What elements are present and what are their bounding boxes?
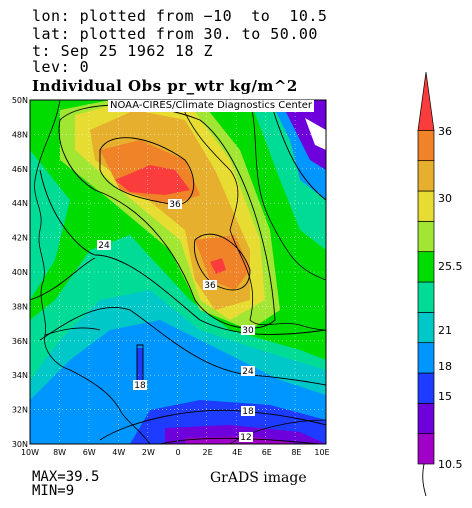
- colorbar-segment: [417, 402, 435, 435]
- colorbar-segment: [417, 281, 435, 313]
- y-tick-label: 36N: [12, 337, 28, 346]
- colorbar-label: 15: [438, 390, 452, 403]
- x-tick-label: 4W: [112, 448, 125, 457]
- x-tick-label: 10E: [314, 448, 329, 457]
- colorbar-label: 25.5: [438, 260, 463, 273]
- contour-label-bg: [241, 366, 255, 376]
- time-text: t: Sep 25 1962 18 Z: [32, 42, 214, 60]
- colorbar-segment: [417, 311, 435, 344]
- contour-labels: 36 24 36 30 24 18 18 12: [97, 199, 255, 443]
- colorbar-label: 10.5: [438, 458, 463, 471]
- colorbar-label: 30: [438, 192, 452, 205]
- y-tick-label: 48N: [12, 130, 28, 139]
- y-tick-label: 30N: [12, 440, 28, 449]
- y-tick-label: 32N: [12, 406, 28, 415]
- y-tick-label: 50N: [12, 96, 28, 105]
- contour-lines: [30, 100, 326, 444]
- min-value: MIN=9: [32, 483, 75, 499]
- grads-image-label: GrADS image: [210, 470, 307, 486]
- colorbar-segment: [417, 372, 435, 404]
- colorbar-segment: [417, 220, 435, 253]
- contour-label-bg: [133, 380, 147, 390]
- colorbar-segment: [417, 160, 435, 192]
- level-text: lev: 0: [32, 58, 90, 76]
- x-tick-label: 2W: [142, 448, 155, 457]
- x-tick-label: 10W: [21, 448, 39, 457]
- y-tick-label: 34N: [12, 371, 28, 380]
- contour-label-bg: [241, 325, 255, 335]
- y-axis-ticks: 30N 32N 34N 36N 38N 40N 42N 44N 46N 48N 50N: [12, 96, 28, 449]
- contour-label: 24: [242, 367, 254, 377]
- contour-label: 18: [242, 407, 254, 417]
- lat-range-text: lat: plotted from 30. to 50.00: [32, 25, 318, 43]
- plot-title: Individual Obs pr_wtr kg/m^2: [32, 77, 298, 95]
- y-tick-label: 44N: [12, 199, 28, 208]
- y-tick-label: 46N: [12, 165, 28, 174]
- coastlines: [34, 100, 326, 444]
- x-tick-label: 6E: [262, 448, 272, 457]
- colorbar-segment: [417, 251, 435, 283]
- contour-label: 36: [204, 281, 216, 291]
- colorbar-segment: [417, 190, 435, 222]
- contour-label-bg: [239, 432, 253, 442]
- x-tick-label: 6W: [83, 448, 96, 457]
- credit-label: NOAA-CIRES/Climate Diagnostics Center: [108, 100, 314, 112]
- colorbar-segment: [417, 71, 435, 131]
- y-tick-label: 38N: [12, 302, 28, 311]
- contour-label: 30: [242, 326, 254, 336]
- contour-label: 18: [134, 381, 146, 391]
- filled-contours: [30, 100, 326, 444]
- x-axis-ticks: 10W 8W 6W 4W 2W 0 2E 4E 6E 8E 10E: [21, 448, 330, 457]
- x-tick-label: 8W: [53, 448, 66, 457]
- colorbar-label: 18: [438, 360, 452, 373]
- colorbar: 10.5 15 18 21 25.5 30 36: [417, 71, 463, 497]
- max-value: MAX=39.5: [32, 469, 100, 485]
- colorbar-label: 36: [438, 125, 452, 138]
- colorbar-segment: [417, 342, 435, 374]
- contour-label: 24: [98, 241, 110, 251]
- colorbar-segment: [417, 433, 435, 465]
- x-tick-label: 4E: [232, 448, 242, 457]
- colorbar-label: 21: [438, 324, 452, 337]
- x-tick-label: 2E: [203, 448, 213, 457]
- colorbar-tail: [422, 463, 427, 497]
- contour-label: 12: [240, 433, 251, 443]
- x-tick-label: 8E: [291, 448, 301, 457]
- y-tick-label: 40N: [12, 268, 28, 277]
- contour-label-bg: [241, 406, 255, 416]
- y-tick-label: 42N: [12, 234, 28, 243]
- contour-label-bg: [203, 280, 217, 290]
- contour-label-bg: [168, 199, 182, 209]
- contour-label: 36: [169, 200, 181, 210]
- contour-label-bg: [97, 240, 111, 250]
- colorbar-segment: [417, 129, 435, 162]
- lon-range-text: lon: plotted from −10 to 10.5: [32, 7, 328, 25]
- x-tick-label: 0: [175, 448, 180, 457]
